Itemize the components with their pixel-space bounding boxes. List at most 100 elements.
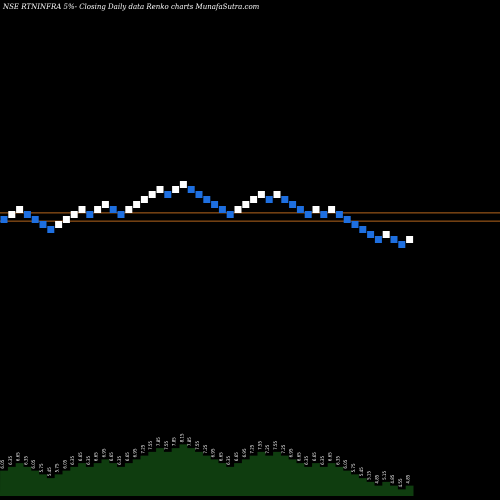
volume-area	[0, 444, 414, 496]
renko-brick-down	[39, 221, 47, 228]
renko-brick-up	[101, 201, 109, 208]
renko-brick-up	[55, 221, 63, 228]
value-label: 6.05	[31, 459, 36, 468]
renko-brick-up	[8, 211, 16, 218]
renko-brick-up	[125, 206, 133, 213]
value-label: 7.85	[187, 437, 192, 446]
renko-brick-down	[47, 226, 55, 233]
renko-brick-down	[343, 216, 351, 223]
value-label: 6.35	[70, 456, 75, 465]
renko-brick-down	[31, 216, 39, 223]
value-label: 7.85	[156, 437, 161, 446]
value-label: 8.15	[179, 433, 184, 442]
volume-area-shape	[0, 444, 414, 496]
value-label: 7.55	[195, 441, 200, 450]
renko-brick-down	[211, 201, 219, 208]
renko-brick-down	[0, 216, 8, 223]
renko-brick-down	[164, 191, 172, 198]
value-label: 4.85	[374, 474, 379, 483]
renko-brick-down	[226, 211, 234, 218]
value-label: 6.95	[289, 448, 294, 457]
renko-brick-up	[133, 201, 141, 208]
renko-brick-down	[304, 211, 312, 218]
value-label: 6.95	[133, 448, 138, 457]
renko-brick-up	[179, 181, 187, 188]
value-label: 6.65	[94, 452, 99, 461]
value-label: 7.55	[257, 441, 262, 450]
renko-brick-up	[172, 186, 180, 193]
renko-brick-up	[156, 186, 164, 193]
value-label: 6.35	[335, 456, 340, 465]
renko-brick-up	[62, 216, 70, 223]
value-label: 6.65	[328, 452, 333, 461]
renko-brick-down	[187, 186, 195, 193]
value-label: 7.55	[273, 441, 278, 450]
chart-title: NSE RTNINFRA 5%- Closing Daily data Renk…	[2, 3, 260, 11]
value-label: 6.35	[226, 456, 231, 465]
renko-brick-up	[148, 191, 156, 198]
value-label: 4.85	[406, 474, 411, 483]
renko-brick-down	[335, 211, 343, 218]
renko-brick-down	[374, 236, 382, 243]
value-label: 7.25	[140, 444, 145, 453]
value-label: 5.45	[359, 467, 364, 476]
value-label: 7.85	[172, 437, 177, 446]
renko-brick-up	[70, 211, 78, 218]
renko-brick-up	[94, 206, 102, 213]
value-label: 6.35	[23, 456, 28, 465]
renko-brick-up	[328, 206, 336, 213]
value-label: 4.55	[398, 478, 403, 487]
renko-brick-up	[234, 206, 242, 213]
value-label: 6.65	[218, 452, 223, 461]
renko-brick-down	[86, 211, 94, 218]
renko-brick-down	[351, 221, 359, 228]
renko-brick-down	[296, 206, 304, 213]
value-label: 6.65	[125, 452, 130, 461]
value-label: 6.35	[320, 456, 325, 465]
value-label: 6.95	[101, 448, 106, 457]
value-label: 6.95	[211, 448, 216, 457]
renko-brick-up	[16, 206, 24, 213]
renko-brick-down	[23, 211, 31, 218]
value-label: 7.55	[148, 441, 153, 450]
value-label: 6.35	[304, 456, 309, 465]
renko-brick-up	[250, 196, 258, 203]
bottom-value-labels: 6.05 6.35 6.65 6.35 6.05 5.75 5.45 5.75 6.05 6.35…	[0, 433, 411, 487]
renko-bricks	[0, 181, 414, 248]
renko-brick-up	[257, 191, 265, 198]
value-label: 6.65	[78, 452, 83, 461]
renko-brick-down	[265, 196, 273, 203]
value-label: 6.65	[234, 452, 239, 461]
value-label: 6.05	[343, 459, 348, 468]
renko-brick-down	[195, 191, 203, 198]
renko-brick-down	[390, 236, 398, 243]
value-label: 6.35	[117, 456, 122, 465]
value-label: 5.45	[47, 467, 52, 476]
renko-brick-down	[203, 196, 211, 203]
value-label: 6.65	[16, 452, 21, 461]
value-label: 6.05	[0, 459, 5, 468]
renko-brick-down	[398, 241, 406, 248]
renko-brick-down	[218, 206, 226, 213]
renko-brick-up	[382, 231, 390, 238]
renko-brick-down	[281, 196, 289, 203]
value-label: 6.65	[312, 452, 317, 461]
value-label: 5.75	[55, 463, 60, 472]
renko-brick-down	[367, 231, 375, 238]
value-label: 7.25	[250, 444, 255, 453]
value-label: 6.35	[8, 456, 13, 465]
value-label: 6.35	[86, 456, 91, 465]
renko-brick-down	[320, 211, 328, 218]
value-label: 5.15	[382, 471, 387, 480]
value-label: 6.65	[296, 452, 301, 461]
renko-brick-up	[140, 196, 148, 203]
value-label: 5.75	[351, 463, 356, 472]
renko-brick-up	[242, 201, 250, 208]
renko-brick-up	[406, 236, 414, 243]
value-label: 5.15	[367, 471, 372, 480]
renko-brick-up	[273, 191, 281, 198]
renko-brick-up	[78, 206, 86, 213]
renko-brick-down	[109, 206, 117, 213]
